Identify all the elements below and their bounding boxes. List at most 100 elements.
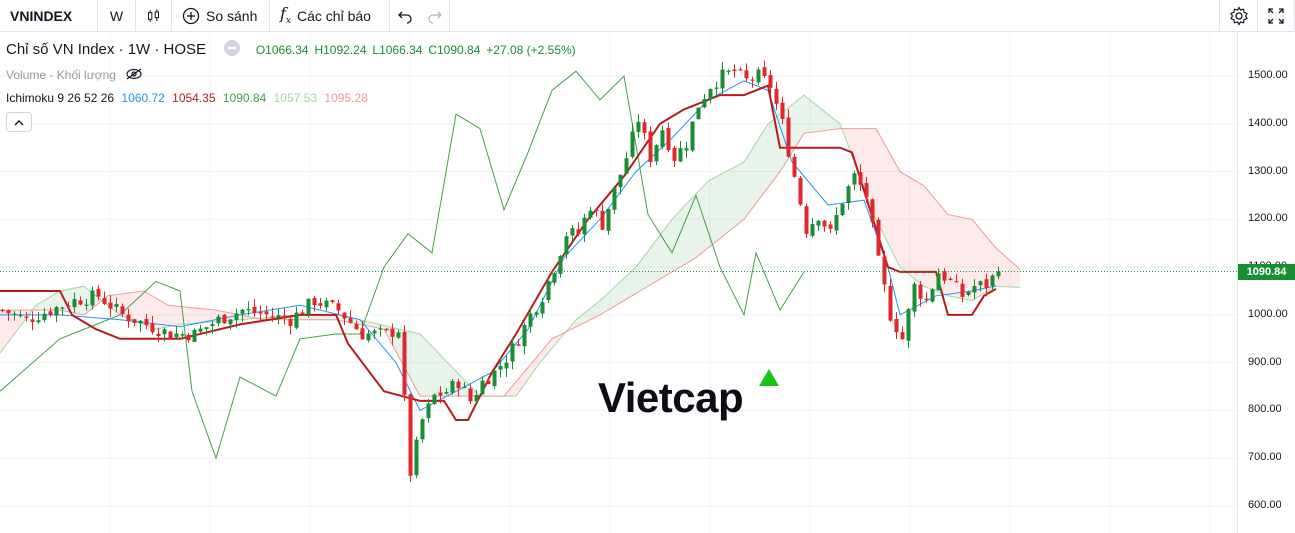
cloud-segment bbox=[654, 235, 660, 283]
cloud-segment bbox=[534, 353, 540, 372]
cloud-segment bbox=[546, 338, 552, 356]
candle bbox=[522, 322, 527, 355]
eye-hidden-icon[interactable] bbox=[125, 67, 143, 81]
cloud-segment bbox=[132, 291, 138, 323]
candle bbox=[378, 325, 383, 337]
cloud-segment bbox=[834, 119, 840, 130]
candle bbox=[18, 310, 23, 318]
candle bbox=[84, 298, 89, 311]
candle bbox=[390, 323, 395, 346]
candle bbox=[324, 297, 329, 311]
candle bbox=[636, 114, 641, 138]
cloud-segment bbox=[936, 200, 942, 294]
cloud-segment bbox=[1008, 258, 1014, 288]
cloud-segment bbox=[612, 283, 618, 308]
cloud-segment bbox=[930, 193, 936, 291]
collapse-legend-button[interactable] bbox=[6, 112, 32, 132]
candle bbox=[78, 296, 83, 306]
price-tick-label: 700.00 bbox=[1248, 451, 1282, 464]
candle bbox=[834, 207, 839, 236]
volume-label: Volume - Khối lượng bbox=[6, 68, 116, 82]
candle bbox=[852, 170, 857, 191]
cloud-segment bbox=[798, 95, 804, 143]
cloud-segment bbox=[900, 171, 906, 272]
candle bbox=[480, 376, 485, 396]
candle bbox=[138, 320, 143, 332]
chart-style-button[interactable] bbox=[136, 0, 172, 32]
candle bbox=[978, 280, 983, 292]
ichimoku-conversion-value: 1060.72 bbox=[121, 91, 165, 105]
symbol-search[interactable]: VNINDEX bbox=[0, 0, 98, 32]
cloud-segment bbox=[408, 331, 414, 385]
cloud-segment bbox=[924, 185, 930, 289]
cloud-segment bbox=[606, 289, 612, 312]
candle bbox=[492, 369, 497, 389]
candle bbox=[606, 208, 611, 235]
cloud-segment bbox=[816, 104, 822, 132]
undo-button[interactable] bbox=[390, 0, 420, 32]
cloud-segment bbox=[324, 314, 330, 320]
candle bbox=[258, 305, 263, 322]
price-axis[interactable] bbox=[1237, 33, 1295, 533]
redo-button[interactable] bbox=[420, 0, 450, 32]
cloud-segment bbox=[744, 152, 750, 220]
candle bbox=[276, 308, 281, 325]
candle bbox=[372, 328, 377, 339]
candle bbox=[864, 176, 869, 203]
cloud-segment bbox=[54, 291, 60, 311]
candle bbox=[24, 311, 29, 322]
legend-toggle[interactable] bbox=[223, 40, 240, 56]
price-chart[interactable] bbox=[0, 33, 1237, 533]
settings-button[interactable] bbox=[1219, 0, 1257, 32]
redo-icon bbox=[427, 11, 442, 24]
cloud-segment bbox=[792, 99, 798, 153]
candle bbox=[696, 107, 701, 120]
legend-open: O1066.34 bbox=[255, 43, 309, 57]
candle bbox=[540, 297, 545, 319]
legend-high: H1092.24 bbox=[314, 43, 367, 57]
fullscreen-button[interactable] bbox=[1257, 0, 1295, 32]
candle bbox=[552, 271, 557, 286]
candle bbox=[192, 328, 197, 342]
chart-grid bbox=[0, 33, 1237, 533]
interval-button[interactable]: W bbox=[98, 0, 136, 32]
candle bbox=[420, 418, 425, 443]
cloud-segment bbox=[648, 243, 654, 287]
cloud-segment bbox=[426, 340, 432, 397]
candles-icon bbox=[148, 8, 159, 22]
cloud-segment bbox=[0, 310, 6, 354]
cloud-segment bbox=[948, 214, 954, 297]
candle bbox=[708, 88, 713, 104]
cloud-segment bbox=[186, 307, 192, 324]
cloud-segment bbox=[168, 305, 174, 327]
candle bbox=[576, 222, 581, 237]
lagging-span-line bbox=[0, 70, 805, 460]
candle bbox=[366, 330, 371, 343]
candle bbox=[450, 378, 455, 395]
cloud-segment bbox=[444, 358, 450, 397]
candle bbox=[108, 295, 113, 317]
candle bbox=[468, 384, 473, 405]
candle bbox=[954, 274, 959, 283]
candle bbox=[504, 355, 509, 377]
candle bbox=[96, 284, 101, 301]
compare-label: So sánh bbox=[206, 7, 258, 24]
candle bbox=[882, 250, 887, 293]
cloud-segment bbox=[882, 139, 888, 244]
cloud-segment bbox=[198, 308, 204, 324]
cloud-segment bbox=[894, 160, 900, 268]
cloud-segment bbox=[762, 123, 768, 196]
candle bbox=[786, 109, 791, 158]
candle bbox=[270, 307, 275, 322]
candle bbox=[840, 203, 845, 217]
compare-button[interactable]: So sánh bbox=[172, 0, 270, 32]
candle bbox=[828, 220, 833, 234]
candle bbox=[600, 204, 605, 231]
candle bbox=[528, 307, 533, 333]
price-tick-label: 800.00 bbox=[1248, 403, 1282, 416]
cloud-segment bbox=[36, 301, 42, 311]
candle bbox=[780, 96, 785, 125]
indicators-button[interactable]: fx Các chỉ báo bbox=[270, 0, 390, 32]
candle bbox=[462, 382, 467, 389]
plus-circle-icon bbox=[182, 7, 200, 24]
